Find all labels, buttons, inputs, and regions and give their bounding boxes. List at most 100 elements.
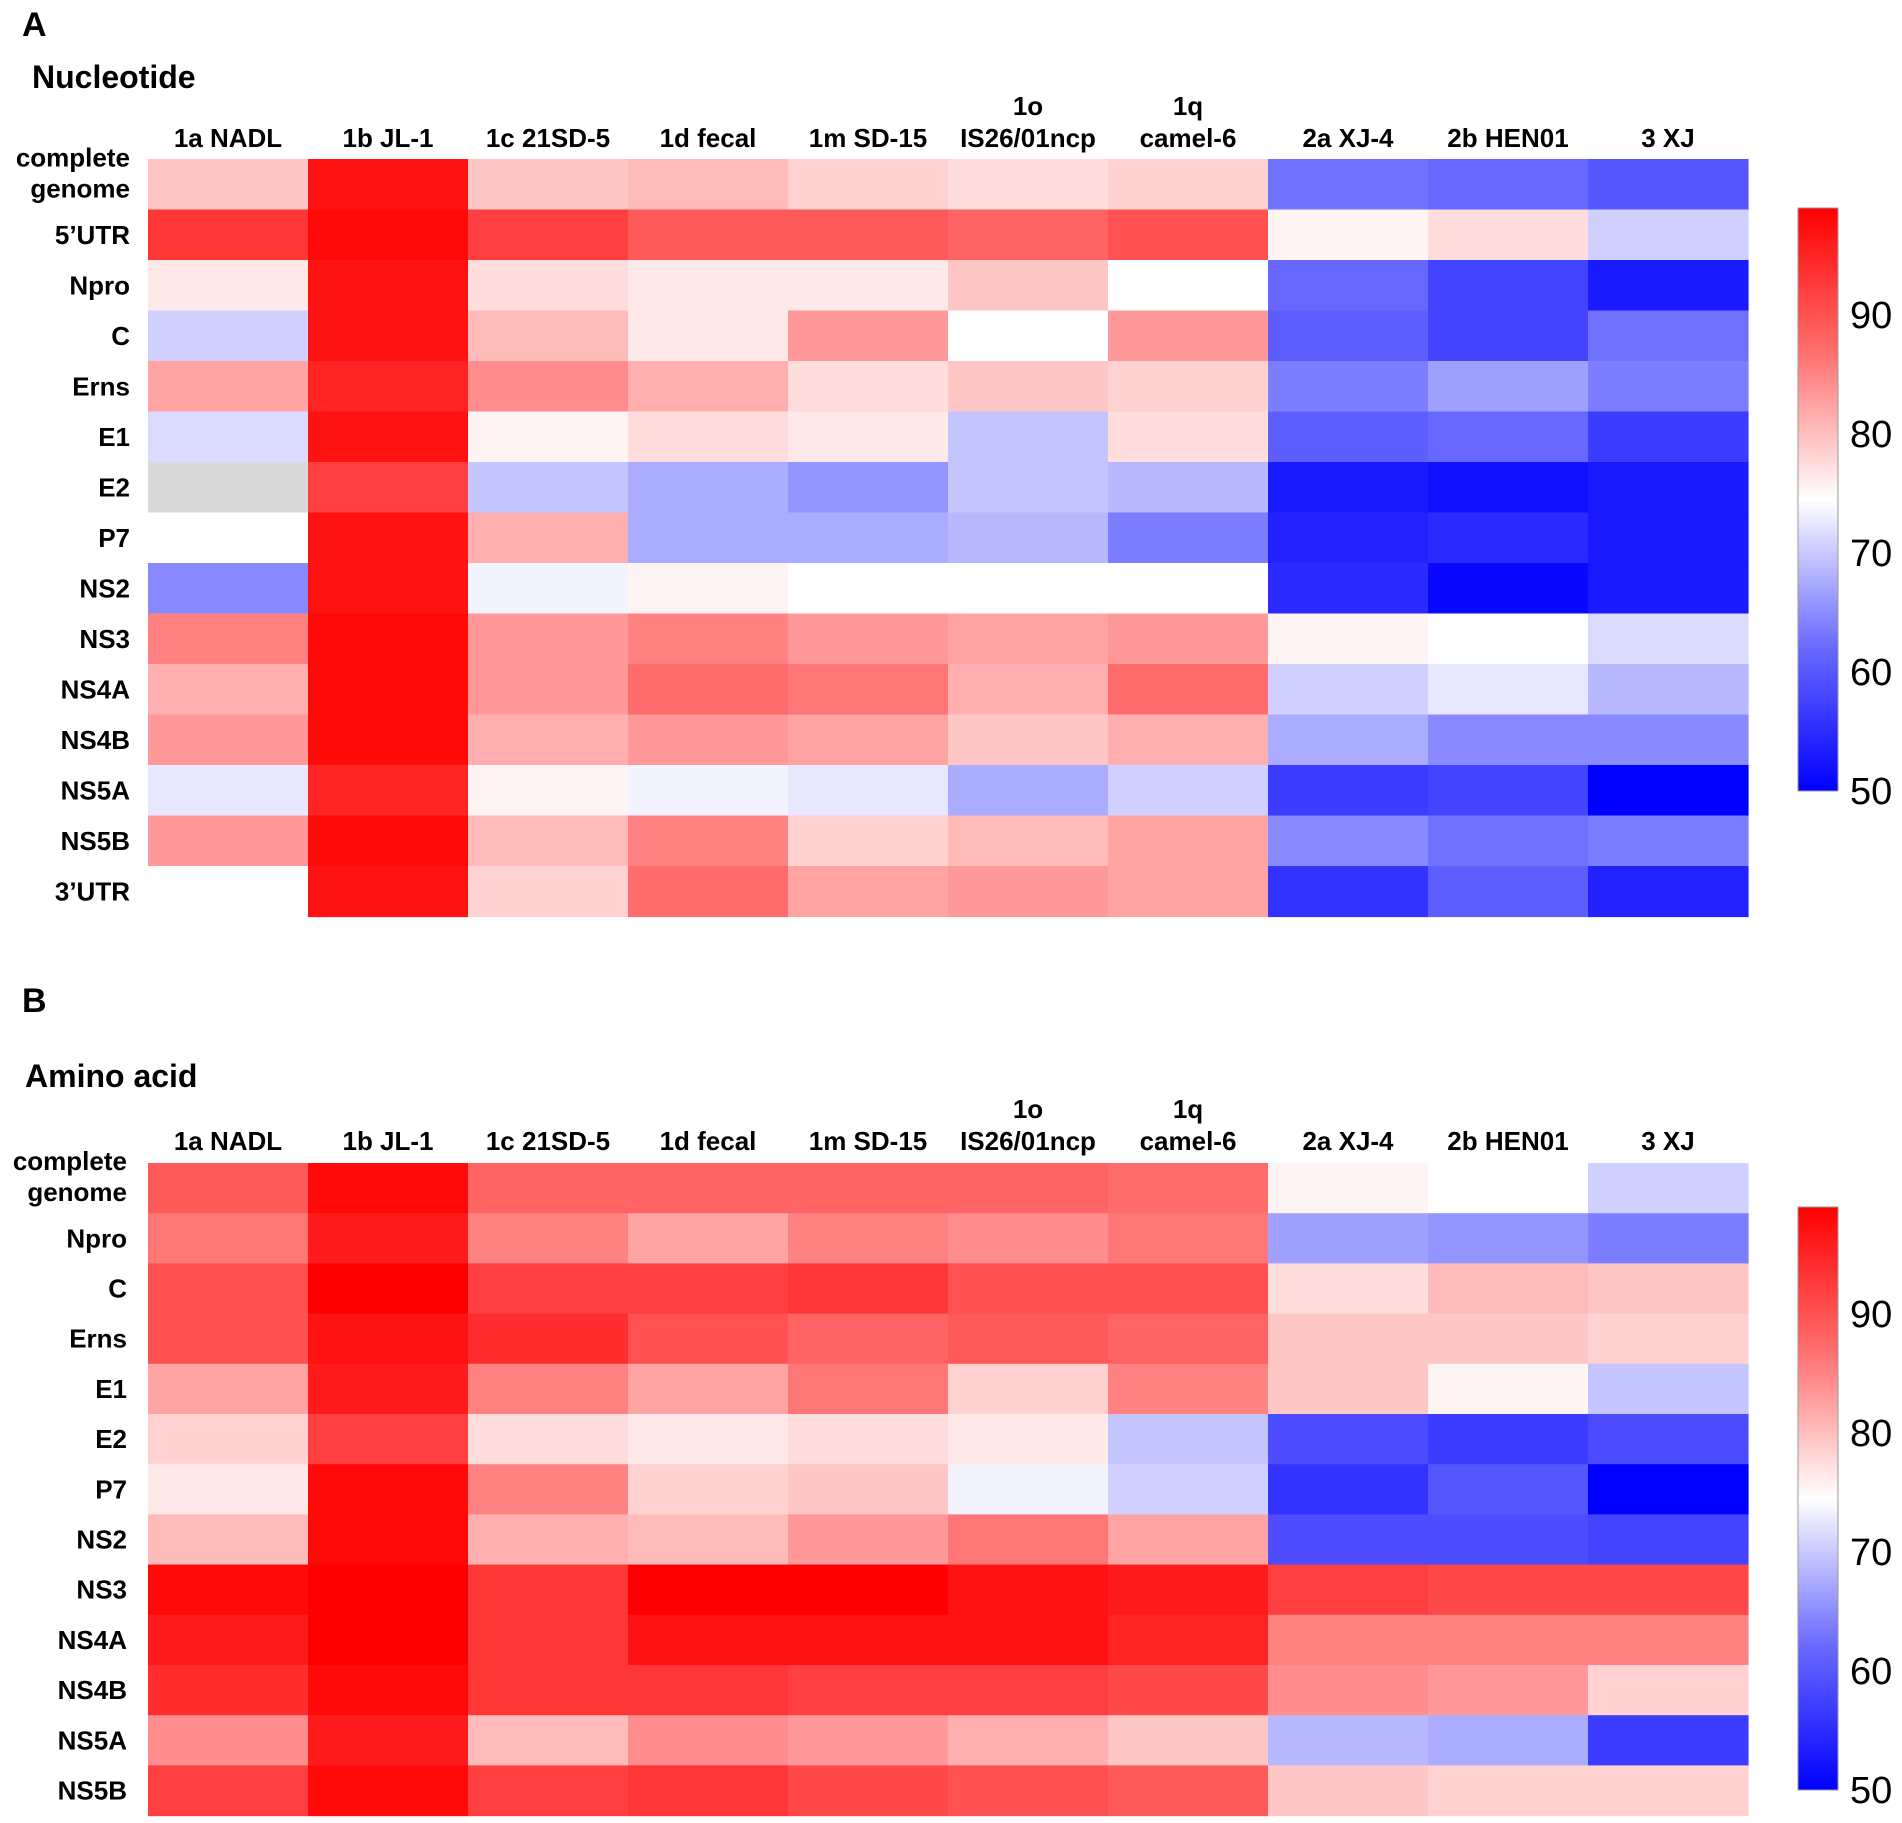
panel-b-cell-r1-c4: [788, 1213, 949, 1264]
panel-b-cell-r8-c0: [148, 1564, 309, 1616]
panel-b-cell-r3-c8: [1428, 1313, 1589, 1365]
panel-b-cell-r6-c5: [948, 1464, 1109, 1515]
panel-b-cell-r4-c5: [948, 1363, 1109, 1415]
panel-b-colorbar-ticks: 90 80 70 60 50: [1850, 1294, 1892, 1812]
panel-b-cell-r10-c2: [468, 1665, 629, 1716]
panel-a-row-label-3-utr: 3’UTR: [55, 876, 130, 906]
panel-b-cell-r1-c3: [628, 1213, 789, 1264]
panel-a-column-label-1o-is26-01ncp-line1: IS26/01ncp: [960, 123, 1096, 153]
panel-a-cell-r1-c0: [148, 209, 309, 261]
panel-a-row-label-ns4b: NS4B: [61, 725, 130, 755]
panel-b-cell-r7-c2: [468, 1514, 629, 1566]
panel-b-column-label-1m-sd-15: 1m SD-15: [809, 1126, 928, 1156]
panel-a-cell-r7-c9: [1588, 512, 1749, 564]
panel-b-cell-r0-c6: [1108, 1163, 1269, 1214]
panel-a-cell-r11-c5: [948, 714, 1109, 766]
panel-b-cell-r10-c9: [1588, 1665, 1749, 1716]
panel-a-cell-r11-c8: [1428, 714, 1589, 766]
panel-b-column-label-1b-jl-1: 1b JL-1: [342, 1126, 433, 1156]
panel-a-cell-r12-c5: [948, 765, 1109, 817]
panel-b-cell-r10-c0: [148, 1665, 309, 1716]
panel-b-cell-r4-c1: [308, 1363, 469, 1415]
panel-a-cell-r6-c4: [788, 462, 949, 514]
panel-a-cell-r8-c3: [628, 563, 789, 615]
panel-a-cell-r10-c2: [468, 664, 629, 716]
panel-a-row-label-complete-genome-line0: complete: [16, 142, 130, 172]
panel-a-cell-r2-c0: [148, 260, 309, 312]
panel-a-cell-r14-c7: [1268, 866, 1429, 918]
panel-a-cell-r9-c5: [948, 613, 1109, 665]
panel-b-row-label-e1: E1: [95, 1374, 127, 1404]
panel-a-cell-r10-c6: [1108, 664, 1269, 716]
panel-b-column-label-3-xj: 3 XJ: [1641, 1126, 1695, 1156]
panel-b-row-label-ns2: NS2: [76, 1525, 127, 1555]
panel-b-cell-r9-c2: [468, 1614, 629, 1666]
panel-b-row-label-npro: Npro: [66, 1223, 127, 1253]
panel-b-cell-r8-c9: [1588, 1564, 1749, 1616]
panel-b-colorbar-gradient: [1798, 1207, 1838, 1790]
panel-a-cell-r9-c6: [1108, 613, 1269, 665]
panel-a-cell-r0-c1: [308, 159, 469, 211]
panel-b-cell-r5-c3: [628, 1414, 789, 1465]
panel-a-cell-r8-c4: [788, 563, 949, 615]
panel-b-column-label-2b-hen01: 2b HEN01: [1447, 1126, 1568, 1156]
panel-a-cell-r0-c8: [1428, 159, 1589, 211]
panel-b-cell-r0-c8: [1428, 1163, 1589, 1214]
panel-a-column-label-1a-nadl: 1a NADL: [174, 123, 282, 153]
panel-b-cell-r3-c6: [1108, 1313, 1269, 1365]
panel-b-cell-r7-c0: [148, 1514, 309, 1566]
panel-a-cell-r12-c0: [148, 765, 309, 817]
panel-b-cell-r3-c2: [468, 1313, 629, 1365]
panel-a-column-label-1o-is26-01ncp-line0: 1o: [1013, 91, 1043, 121]
panel-b-cell-r10-c7: [1268, 1665, 1429, 1716]
panel-b-colorbar-tick-90: 90: [1850, 1294, 1892, 1336]
panel-b-cell-r4-c0: [148, 1363, 309, 1415]
panel-a-cell-r2-c5: [948, 260, 1109, 312]
panel-b-cell-r5-c0: [148, 1414, 309, 1465]
panel-a-cell-r14-c3: [628, 866, 789, 918]
panel-a-cell-r12-c2: [468, 765, 629, 817]
panel-a-cell-r10-c3: [628, 664, 789, 716]
panel-b-cell-r9-c9: [1588, 1614, 1749, 1666]
panel-b-cell-r11-c3: [628, 1715, 789, 1766]
panel-b-cell-r7-c6: [1108, 1514, 1269, 1566]
panel-a-colorbar-tick-80: 80: [1850, 414, 1892, 456]
panel-a-cell-r11-c3: [628, 714, 789, 766]
panel-a-column-label-1q-camel-6-line0: 1q: [1173, 91, 1203, 121]
panel-a-column-label-1b-jl-1: 1b JL-1: [342, 123, 433, 153]
panel-b-cell-r10-c1: [308, 1665, 469, 1716]
panel-a-cell-r11-c2: [468, 714, 629, 766]
panel-a-cell-r13-c2: [468, 815, 629, 867]
panel-b-cell-r3-c5: [948, 1313, 1109, 1365]
panel-a-colorbar-tick-60: 60: [1850, 652, 1892, 694]
panel-b-cell-r6-c4: [788, 1464, 949, 1515]
panel-a-cell-r6-c1: [308, 462, 469, 514]
panel-a-row-label-ns3: NS3: [79, 624, 130, 654]
panel-a-cell-r8-c0: [148, 563, 309, 615]
panel-a-cell-r8-c2: [468, 563, 629, 615]
panel-a-row-label-e1: E1: [98, 422, 130, 452]
panel-a-column-label-2b-hen01: 2b HEN01: [1447, 123, 1568, 153]
panel-a-cell-r1-c9: [1588, 209, 1749, 261]
panel-b-cell-r11-c6: [1108, 1715, 1269, 1766]
panel-a-colorbar-tick-50: 50: [1850, 771, 1892, 813]
panel-a-cell-r1-c8: [1428, 209, 1589, 261]
panel-a-cell-r0-c0: [148, 159, 309, 211]
panel-b-cell-r5-c2: [468, 1414, 629, 1465]
panel-a-cell-r11-c6: [1108, 714, 1269, 766]
panel-a-cell-r10-c0: [148, 664, 309, 716]
panel-b-cell-r12-c6: [1108, 1765, 1269, 1817]
panel-a-cell-r13-c1: [308, 815, 469, 867]
panel-a-cell-r2-c8: [1428, 260, 1589, 312]
panel-b-cell-r2-c6: [1108, 1263, 1269, 1315]
panel-a-cell-r13-c0: [148, 815, 309, 867]
panel-b-cell-r7-c3: [628, 1514, 789, 1566]
panel-b-cell-r9-c5: [948, 1614, 1109, 1666]
panel-a-cell-r0-c7: [1268, 159, 1429, 211]
panel-b-title: Amino acid: [25, 1058, 197, 1094]
panel-a-cell-r13-c6: [1108, 815, 1269, 867]
panel-b-cell-r4-c7: [1268, 1363, 1429, 1415]
panel-a-cell-r5-c0: [148, 411, 309, 463]
